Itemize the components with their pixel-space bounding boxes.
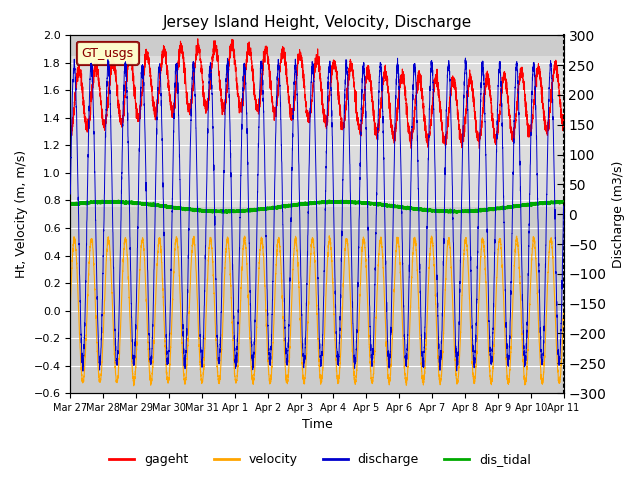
discharge — [79, 368, 87, 374]
Bar — [70, 56, 564, 207]
discharge — [387, 316, 395, 322]
gageht — [156, 75, 164, 81]
discharge — [156, 70, 164, 76]
gageht — [435, 89, 442, 95]
gageht — [472, 125, 480, 131]
dis_tidal — [115, 198, 122, 204]
Legend: gageht, velocity, discharge, dis_tidal: gageht, velocity, discharge, dis_tidal — [104, 448, 536, 471]
velocity — [472, 362, 480, 368]
gageht — [67, 128, 74, 134]
Line: gageht: gageht — [70, 39, 564, 148]
velocity — [156, 239, 164, 245]
gageht — [194, 36, 202, 42]
X-axis label: Time: Time — [301, 419, 332, 432]
dis_tidal — [362, 200, 370, 206]
dis_tidal — [255, 207, 263, 213]
Title: Jersey Island Height, Velocity, Discharge: Jersey Island Height, Velocity, Discharg… — [163, 15, 472, 30]
discharge — [461, 55, 469, 61]
dis_tidal — [223, 210, 230, 216]
discharge — [435, 336, 442, 342]
Line: discharge: discharge — [70, 58, 564, 371]
Y-axis label: Ht, Velocity (m, m/s): Ht, Velocity (m, m/s) — [15, 150, 28, 278]
gageht — [387, 119, 395, 125]
discharge — [560, 203, 568, 209]
velocity — [362, 270, 370, 276]
discharge — [472, 323, 480, 329]
velocity — [130, 383, 138, 389]
dis_tidal — [472, 208, 480, 214]
discharge — [362, 137, 370, 143]
gageht — [362, 74, 370, 80]
Y-axis label: Discharge (m3/s): Discharge (m3/s) — [612, 160, 625, 268]
velocity — [325, 233, 333, 239]
discharge — [67, 191, 74, 197]
gageht — [255, 96, 263, 102]
discharge — [255, 124, 263, 130]
Line: dis_tidal: dis_tidal — [70, 201, 564, 213]
dis_tidal — [387, 203, 395, 209]
velocity — [255, 265, 263, 271]
Legend: GT_usgs: GT_usgs — [77, 42, 139, 65]
dis_tidal — [560, 200, 568, 205]
velocity — [67, 301, 74, 307]
Line: velocity: velocity — [70, 236, 564, 386]
gageht — [560, 126, 568, 132]
velocity — [387, 359, 395, 365]
velocity — [435, 366, 442, 372]
dis_tidal — [156, 203, 164, 209]
dis_tidal — [435, 209, 442, 215]
velocity — [560, 306, 568, 312]
dis_tidal — [67, 202, 74, 207]
gageht — [476, 145, 483, 151]
